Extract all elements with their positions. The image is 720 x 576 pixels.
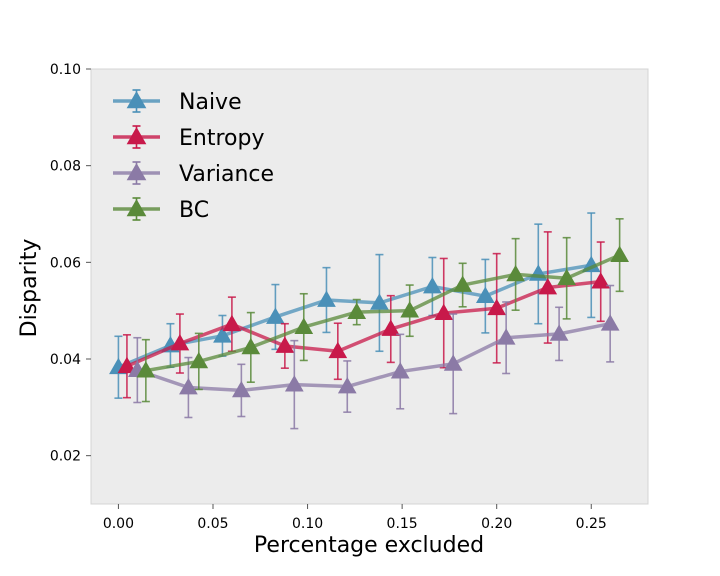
data-point (136, 361, 156, 378)
legend: Naive Entropy Variance BC (113, 89, 274, 223)
data-point (400, 301, 420, 318)
y-tick-label: 0.04 (50, 352, 81, 368)
y-tick-label: 0.10 (50, 62, 81, 78)
data-point (487, 298, 507, 316)
x-tick-label: 0.10 (292, 516, 323, 532)
x-axis-title: Percentage excluded (254, 533, 484, 558)
data-point (475, 286, 495, 304)
data-point (538, 277, 558, 295)
data-point (549, 324, 569, 341)
series-entropy (117, 231, 611, 399)
series-line (136, 322, 611, 393)
series-line (117, 263, 592, 369)
data-point (347, 302, 367, 319)
series-bc (136, 218, 629, 403)
series-naive (109, 212, 601, 399)
x-tick-label: 0.00 (103, 516, 134, 532)
data-point (337, 377, 357, 394)
data-point (591, 272, 611, 289)
legend-marker (126, 198, 147, 217)
data-point (423, 276, 442, 294)
series-variance (127, 284, 620, 430)
data-point (600, 314, 620, 331)
y-axis-title: Disparity (17, 239, 42, 338)
legend-marker (126, 90, 147, 109)
data-point (170, 334, 190, 351)
data-point (506, 264, 525, 282)
series-line (145, 253, 621, 373)
x-tick-label: 0.05 (197, 516, 228, 532)
data-point (370, 293, 389, 310)
legend-label: BC (179, 198, 209, 223)
data-point (189, 351, 209, 369)
legend-label: Variance (179, 162, 274, 187)
data-point (222, 314, 242, 332)
legend-label: Entropy (179, 126, 264, 151)
y-tick-label: 0.06 (50, 255, 81, 271)
data-point (557, 268, 577, 286)
series-line (126, 279, 601, 368)
data-point (266, 307, 285, 324)
y-tick-label: 0.08 (50, 159, 81, 175)
data-point (317, 290, 336, 307)
x-tick-label: 0.25 (576, 516, 607, 532)
legend-marker (126, 162, 147, 181)
data-point (294, 317, 314, 334)
axis-ticks: 0.00 0.05 0.10 0.15 0.20 0.25 0.02 0.04 0.06 0.08… (50, 62, 607, 532)
legend-label: Naive (179, 90, 242, 115)
data-point (434, 303, 454, 320)
x-tick-label: 0.15 (387, 516, 418, 532)
legend-item-entropy: Entropy (113, 125, 264, 151)
series-layer (109, 212, 629, 430)
data-point (241, 337, 261, 355)
data-point (275, 336, 295, 353)
data-point (232, 380, 251, 398)
data-point (179, 378, 198, 395)
data-point (443, 354, 463, 371)
data-point (610, 245, 629, 262)
legend-item-bc: BC (113, 197, 209, 223)
data-point (117, 356, 137, 374)
x-tick-label: 0.20 (481, 516, 512, 532)
y-tick-label: 0.02 (50, 449, 81, 465)
data-point (381, 319, 401, 336)
data-point (390, 362, 410, 379)
data-point (213, 326, 232, 343)
data-point (453, 275, 473, 292)
data-point (328, 341, 348, 359)
data-point (496, 328, 516, 345)
legend-item-variance: Variance (113, 161, 274, 187)
legend-marker (126, 126, 147, 145)
data-point (284, 375, 304, 392)
legend-item-naive: Naive (113, 89, 242, 115)
